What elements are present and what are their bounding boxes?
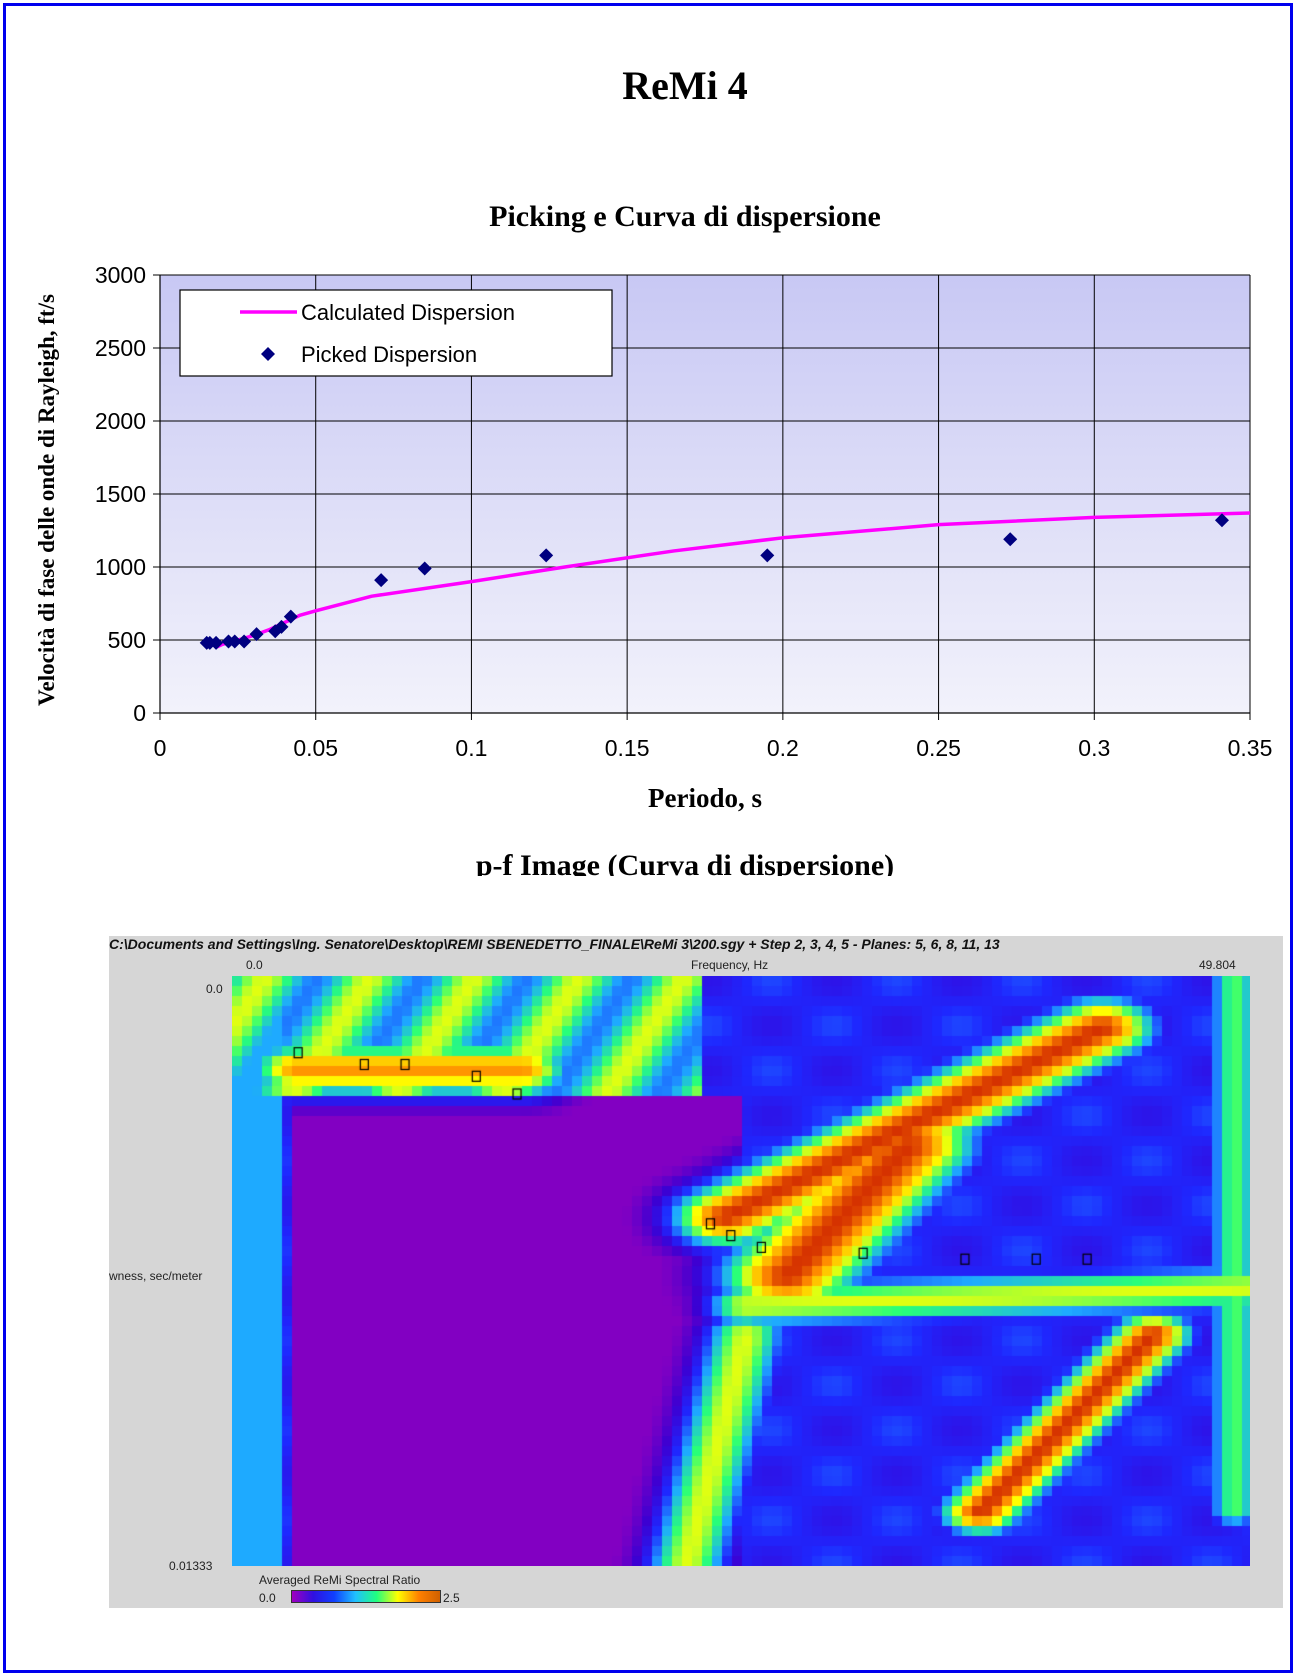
picked-point <box>1003 532 1018 547</box>
legend-diamond-swatch <box>261 347 275 361</box>
pf-section-title: p-f Image (Curva di dispersione) <box>475 849 895 876</box>
x-tick-labels: 0 0.05 0.1 0.15 0.2 0.25 0.3 0.35 <box>154 735 1273 761</box>
legend-label-picked: Picked Dispersion <box>301 342 477 367</box>
colorbar-label: Averaged ReMi Spectral Ratio <box>259 1573 421 1587</box>
legend-label-calculated: Calculated Dispersion <box>301 300 515 325</box>
x-axis-title: Periodo, s <box>648 783 762 813</box>
picked-point <box>283 609 298 624</box>
picked-point <box>1214 513 1229 528</box>
legend: Calculated Dispersion Picked Dispersion <box>179 289 613 377</box>
x-tick-label: 0.3 <box>1078 735 1110 761</box>
freq-min-label: 0.0 <box>246 958 263 972</box>
picked-point <box>209 635 224 650</box>
y-tick-label: 0 <box>133 700 146 726</box>
picked-point <box>237 634 252 649</box>
page-title: ReMi 4 <box>622 63 748 108</box>
axes <box>153 274 1251 720</box>
picked-point <box>374 573 389 588</box>
colorbar-min-label: 0.0 <box>259 1591 276 1605</box>
x-tick-label: 0.1 <box>455 735 487 761</box>
freq-max-label: 49.804 <box>1199 958 1236 972</box>
x-tick-label: 0 <box>154 735 167 761</box>
pf-file-path: C:\Documents and Settings\Ing. Senatore\… <box>109 936 1000 952</box>
picked-point <box>417 561 432 576</box>
y-tick-label: 1000 <box>95 554 146 580</box>
dispersion-chart: 0 0.05 0.1 0.15 0.2 0.25 0.3 0.35 0 500 1000 1500 2… <box>95 262 1273 761</box>
slowness-min-label: 0.0 <box>206 982 223 996</box>
y-axis-title: Velocità di fase delle onde di Rayleigh,… <box>34 294 59 706</box>
x-tick-label: 0.05 <box>293 735 338 761</box>
picked-point <box>539 548 554 563</box>
pf-image-panel: C:\Documents and Settings\Ing. Senatore\… <box>109 936 1283 1608</box>
x-tick-label: 0.15 <box>605 735 650 761</box>
x-tick-label: 0.25 <box>916 735 961 761</box>
slowness-axis-label: wness, sec/meter <box>109 1269 203 1283</box>
y-tick-label: 3000 <box>95 262 146 288</box>
picked-point <box>227 634 242 649</box>
y-tick-labels: 0 500 1000 1500 2000 2500 3000 <box>95 262 146 726</box>
x-tick-label: 0.2 <box>767 735 799 761</box>
y-tick-label: 2000 <box>95 408 146 434</box>
picked-point <box>249 627 264 642</box>
picked-point <box>760 548 775 563</box>
x-tick-label: 0.35 <box>1228 735 1273 761</box>
legend-box <box>179 289 613 377</box>
y-tick-label: 500 <box>108 627 146 653</box>
y-tick-label: 2500 <box>95 335 146 361</box>
picked-point <box>274 619 289 634</box>
y-tick-label: 1500 <box>95 481 146 507</box>
slowness-max-label: 0.01333 <box>169 1559 213 1573</box>
freq-axis-label: Frequency, Hz <box>691 958 769 972</box>
colorbar <box>291 1590 441 1603</box>
chart-title: Picking e Curva di dispersione <box>489 200 881 233</box>
colorbar-max-label: 2.5 <box>443 1591 460 1605</box>
picked-dispersion-series <box>199 513 1229 650</box>
pf-spectral-image <box>232 976 1250 1566</box>
